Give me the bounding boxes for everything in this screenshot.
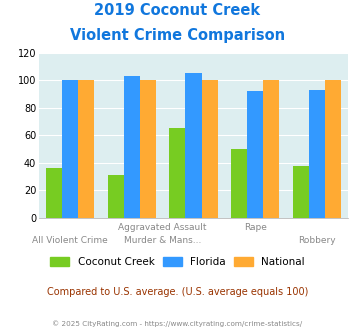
Bar <box>108 175 124 218</box>
Bar <box>78 80 94 218</box>
Bar <box>202 80 218 218</box>
Text: Violent Crime Comparison: Violent Crime Comparison <box>70 28 285 43</box>
Bar <box>169 128 185 218</box>
Legend: Coconut Creek, Florida, National: Coconut Creek, Florida, National <box>50 257 305 267</box>
Text: Compared to U.S. average. (U.S. average equals 100): Compared to U.S. average. (U.S. average … <box>47 287 308 297</box>
Text: Murder & Mans...: Murder & Mans... <box>124 236 201 245</box>
Text: 2019 Coconut Creek: 2019 Coconut Creek <box>94 3 261 18</box>
Bar <box>309 90 325 218</box>
Bar <box>247 91 263 218</box>
Text: Aggravated Assault: Aggravated Assault <box>118 223 207 232</box>
Bar <box>140 80 156 218</box>
Bar <box>124 76 140 218</box>
Bar <box>185 73 202 218</box>
Bar <box>46 168 62 218</box>
Bar <box>231 149 247 218</box>
Bar <box>325 80 341 218</box>
Text: Rape: Rape <box>244 223 267 232</box>
Bar <box>62 80 78 218</box>
Bar <box>293 166 309 218</box>
Bar <box>263 80 279 218</box>
Text: Robbery: Robbery <box>298 236 336 245</box>
Text: All Violent Crime: All Violent Crime <box>32 236 108 245</box>
Text: © 2025 CityRating.com - https://www.cityrating.com/crime-statistics/: © 2025 CityRating.com - https://www.city… <box>53 320 302 327</box>
